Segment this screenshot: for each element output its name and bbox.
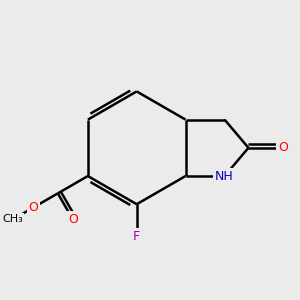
Text: O: O <box>278 141 288 154</box>
Text: CH₃: CH₃ <box>2 214 23 224</box>
Text: NH: NH <box>215 169 234 182</box>
Text: O: O <box>68 213 78 226</box>
Text: F: F <box>133 230 140 243</box>
Text: O: O <box>28 201 38 214</box>
